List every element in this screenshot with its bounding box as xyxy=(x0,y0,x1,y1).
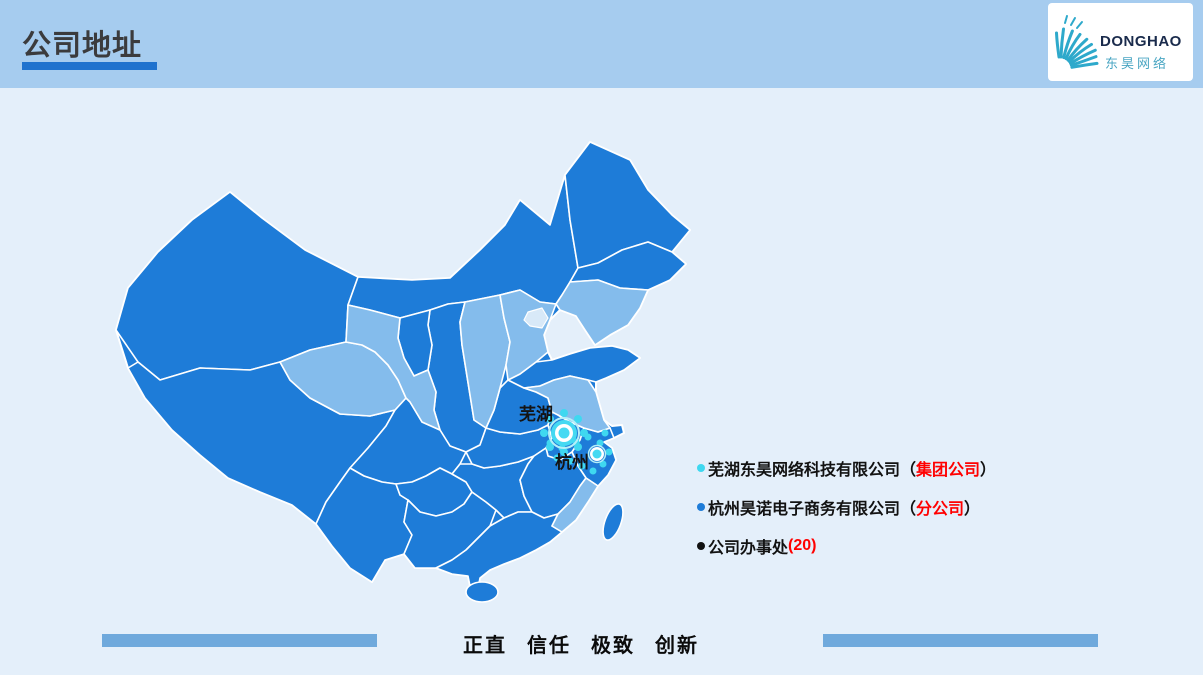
legend-item-branch-company: 杭州昊诺电子商务有限公司 （ 分公司 ） xyxy=(697,497,996,518)
paren-close: ） xyxy=(980,462,997,479)
page-title: 公司地址 xyxy=(22,30,143,62)
paren-open: （ xyxy=(900,501,917,518)
value-word: 极致 xyxy=(591,635,635,657)
legend-company-tag: 分公司 xyxy=(916,501,965,518)
legend-offices-count: (20) xyxy=(788,537,817,554)
value-word: 正直 xyxy=(463,635,507,657)
paren-close: ） xyxy=(964,501,981,518)
paren-open: （ xyxy=(900,462,917,479)
hainan-island xyxy=(465,581,499,603)
legend-offices-label: 公司办事处 xyxy=(708,540,789,557)
map-legend: 芜湖东昊网络科技有限公司 （ 集团公司 ） 杭州昊诺电子商务有限公司 （ 分公司… xyxy=(697,458,996,575)
province-borders xyxy=(115,141,691,603)
logo-subtitle: 东昊网络 xyxy=(1105,56,1170,71)
feather-fan-icon xyxy=(1055,15,1099,69)
taiwan-island xyxy=(602,503,624,541)
legend-item-group-company: 芜湖东昊网络科技有限公司 （ 集团公司 ） xyxy=(697,458,997,479)
hangzhou-label: 杭州 xyxy=(555,452,589,472)
wuhu-label: 芜湖 xyxy=(519,404,553,424)
black-bullet-icon xyxy=(697,542,705,550)
logo-name: DONGHAO xyxy=(1100,33,1182,50)
slide-header: 公司地址 DONGHAO 东昊网络 xyxy=(0,0,1203,88)
hangzhou-marker xyxy=(587,444,607,464)
legend-company-name: 芜湖东昊网络科技有限公司 xyxy=(708,462,901,479)
title-underline xyxy=(22,62,157,70)
blue-bullet-icon xyxy=(697,503,705,511)
wuhu-marker xyxy=(548,417,580,449)
right-accent-bar xyxy=(823,634,1098,647)
china-map: 芜湖 杭州 xyxy=(100,130,700,610)
legend-company-name: 杭州昊诺电子商务有限公司 xyxy=(708,501,901,518)
cyan-bullet-icon xyxy=(697,464,705,472)
value-word: 信任 xyxy=(527,635,571,657)
left-accent-bar xyxy=(102,634,377,647)
value-word: 创新 xyxy=(655,635,699,657)
legend-company-tag: 集团公司 xyxy=(916,462,981,479)
company-logo: DONGHAO 东昊网络 xyxy=(1048,3,1193,81)
company-values: 正直 信任 极致 创新 xyxy=(463,629,699,658)
legend-item-offices: 公司办事处 (20) xyxy=(697,536,996,557)
